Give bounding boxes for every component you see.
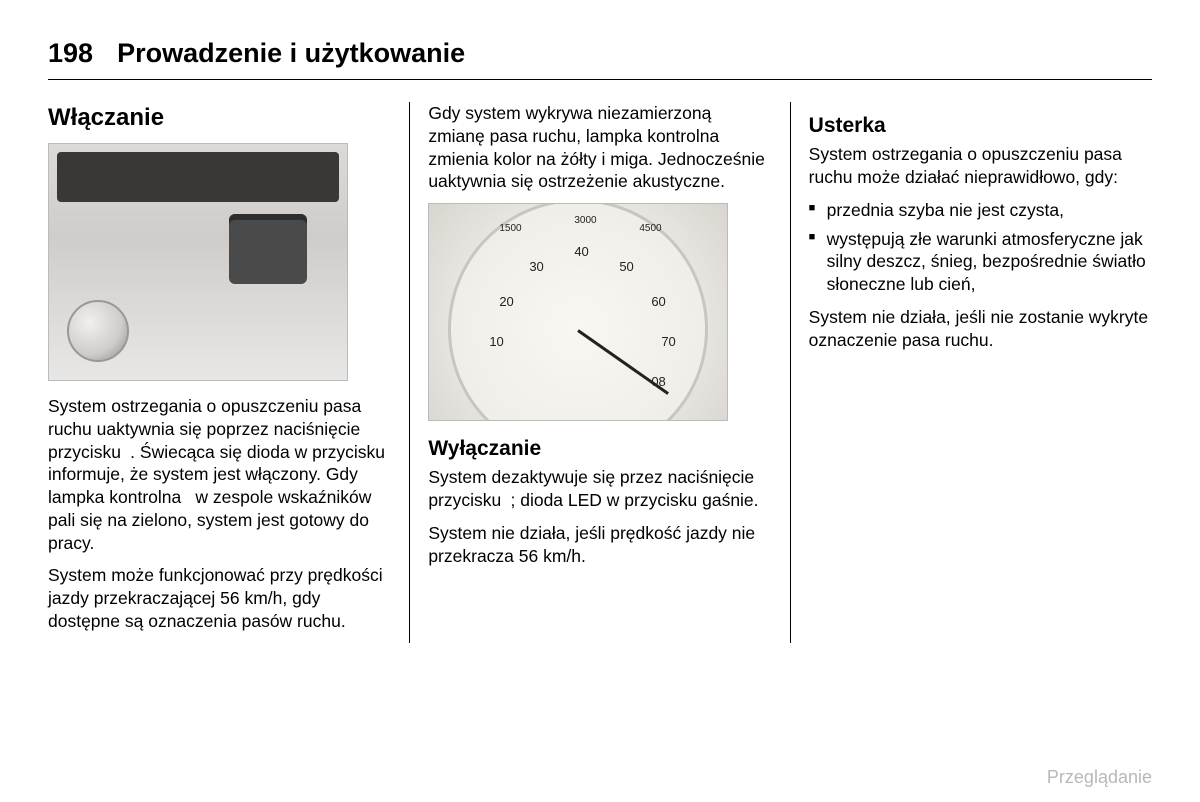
gauge-tick: 10 [489, 334, 503, 351]
paragraph-deactivation-2: System nie działa, jeśli prędkość jazdy … [428, 522, 771, 568]
paragraph-deactivation-1: System dezaktywuje się przez naciśnięcie… [428, 466, 771, 512]
page-number: 198 [48, 38, 93, 69]
footer-label: Przeglądanie [1047, 767, 1152, 788]
list-item: przednia szyba nie jest czysta, [809, 199, 1152, 222]
heading-activation: Włączanie [48, 102, 391, 133]
column-1: Włączanie System ostrzegania o opuszczen… [48, 102, 409, 643]
column-2: Gdy system wykrywa niezamierzoną zmianę … [409, 102, 789, 643]
column-3: Usterka System ostrzegania o opuszczeniu… [790, 102, 1152, 643]
page-header: 198 Prowadzenie i użytkowanie [48, 38, 1152, 80]
image-dashboard-button [48, 143, 348, 381]
gauge-tick-small: 3000 [574, 214, 596, 227]
list-item: występują złe warunki atmosferyczne jak … [809, 228, 1152, 296]
image-knob [67, 300, 129, 362]
image-top-panel [57, 152, 339, 202]
heading-deactivation: Wyłączanie [428, 435, 771, 462]
gauge-tick-small: 1500 [499, 222, 521, 235]
paragraph-fault-intro: System ostrzegania o opuszczeniu pasa ru… [809, 143, 1152, 189]
gauge-tick: 70 [661, 334, 675, 351]
gauge-tick: 20 [499, 294, 513, 311]
paragraph-activation-2: System może funkcjonować przy prędkości … [48, 564, 391, 632]
gauge-tick: 50 [619, 259, 633, 276]
gauge-tick-small: 4500 [639, 222, 661, 235]
gauge-dial [448, 203, 708, 421]
page-title: Prowadzenie i użytkowanie [117, 38, 465, 69]
gauge-tick: 60 [651, 294, 665, 311]
paragraph-fault-note: System nie działa, jeśli nie zostanie wy… [809, 306, 1152, 352]
gauge-tick: 30 [529, 259, 543, 276]
content-columns: Włączanie System ostrzegania o opuszczen… [48, 102, 1152, 643]
heading-fault: Usterka [809, 112, 1152, 139]
paragraph-detection: Gdy system wykrywa niezamierzoną zmianę … [428, 102, 771, 193]
gauge-tick: 40 [574, 244, 588, 261]
image-gauge: 10 20 30 40 50 60 70 08 1500 3000 4500 [428, 203, 728, 421]
fault-list: przednia szyba nie jest czysta, występuj… [809, 199, 1152, 296]
paragraph-activation-1: System ostrzegania o opuszczeniu pasa ru… [48, 395, 391, 554]
